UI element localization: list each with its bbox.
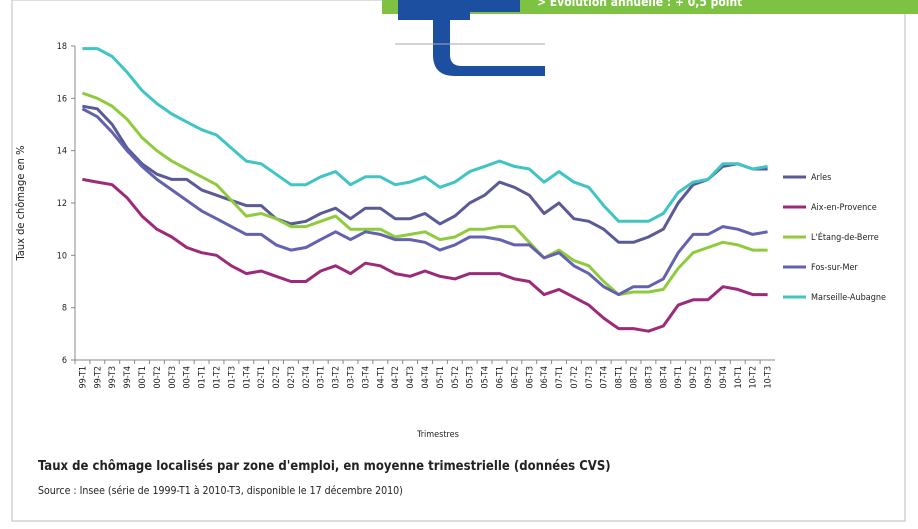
x-tick-label: 99-T4: [123, 366, 133, 389]
x-tick-label: 08-T2: [630, 366, 640, 389]
x-tick-label: 09-T2: [689, 366, 699, 389]
series-line: [82, 177, 768, 333]
x-tick-label: 03-T3: [347, 366, 357, 389]
x-tick-label: 06-T4: [540, 366, 550, 389]
x-tick-label: 02-T2: [272, 366, 282, 389]
series-line: [81, 107, 768, 297]
legend-label: L'Étang-de-Berre: [811, 231, 879, 243]
x-tick-label: 99-T1: [78, 366, 88, 389]
y-tick-label: 16: [57, 94, 67, 104]
x-tick-label: 03-T4: [361, 366, 371, 389]
x-tick-label: 10-T3: [764, 366, 774, 389]
x-tick-label: 09-T1: [674, 366, 684, 389]
x-tick-label: 09-T3: [704, 366, 714, 389]
x-tick-label: 07-T4: [600, 366, 610, 389]
x-tick-label: 02-T4: [302, 366, 312, 389]
x-tick-label: 01-T1: [198, 366, 208, 389]
series-line: [82, 47, 768, 223]
x-tick-label: 08-T4: [659, 366, 669, 389]
x-tick-label: 03-T2: [332, 366, 342, 389]
x-tick-label: 99-T2: [93, 366, 103, 389]
frame: [11, 0, 906, 522]
x-tick-label: 07-T3: [585, 366, 595, 389]
x-tick-label: 05-T3: [466, 366, 476, 389]
legend-label: Arles: [811, 173, 831, 183]
y-tick-label: 8: [62, 304, 67, 314]
x-tick-label: 10-T1: [734, 366, 744, 389]
y-axis-title: Taux de chômage en %: [14, 146, 27, 262]
x-tick-label: 05-T2: [451, 366, 461, 389]
source: Source : Insee (série de 1999-T1 à 2010-…: [38, 485, 403, 497]
x-tick-label: 05-T1: [436, 366, 446, 389]
x-tick-label: 04-T3: [406, 366, 416, 389]
y-tick-label: 10: [57, 251, 67, 261]
y-tick-label: 6: [62, 356, 67, 366]
legend-label: Fos-sur-Mer: [811, 263, 858, 273]
logo: [398, 0, 545, 76]
y-tick-label: 14: [57, 147, 67, 157]
y-tick-label: 18: [57, 42, 67, 52]
legend-label: Marseille-Aubagne: [811, 293, 886, 303]
x-tick-label: 00-T3: [168, 366, 178, 389]
x-tick-label: 10-T2: [749, 366, 759, 389]
x-tick-label: 04-T1: [376, 366, 386, 389]
x-tick-label: 08-T3: [644, 366, 654, 389]
x-axis-title: Trimestres: [416, 430, 459, 440]
x-tick-label: 09-T4: [719, 366, 729, 389]
x-tick-label: 01-T2: [212, 366, 222, 389]
x-tick-label: 04-T2: [391, 366, 401, 389]
x-tick-label: 05-T4: [481, 366, 491, 389]
x-tick-label: 08-T1: [615, 366, 625, 389]
x-tick-label: 06-T1: [495, 366, 505, 389]
x-tick-label: 99-T3: [108, 366, 118, 389]
x-tick-label: 06-T2: [510, 366, 520, 389]
x-tick-label: 02-T1: [257, 366, 267, 389]
banner-text: > Évolution annuelle : + 0,5 point: [537, 0, 742, 9]
x-tick-label: 02-T3: [287, 366, 297, 389]
x-tick-label: 00-T1: [138, 366, 148, 389]
series-line: [82, 104, 768, 244]
x-tick-label: 07-T2: [570, 366, 580, 389]
x-tick-label: 01-T4: [242, 366, 252, 389]
x-tick-label: 03-T1: [317, 366, 327, 389]
x-tick-label: 07-T1: [555, 366, 565, 389]
x-tick-label: 04-T4: [421, 366, 431, 389]
x-tick-label: 01-T3: [227, 366, 237, 389]
y-tick-label: 12: [57, 199, 67, 209]
caption: Taux de chômage localisés par zone d'emp…: [38, 459, 611, 474]
x-tick-label: 00-T2: [153, 366, 163, 389]
series-line: [81, 91, 768, 297]
x-tick-label: 00-T4: [183, 366, 193, 389]
legend-label: Aix-en-Provence: [811, 203, 877, 213]
x-tick-label: 06-T3: [525, 366, 535, 389]
